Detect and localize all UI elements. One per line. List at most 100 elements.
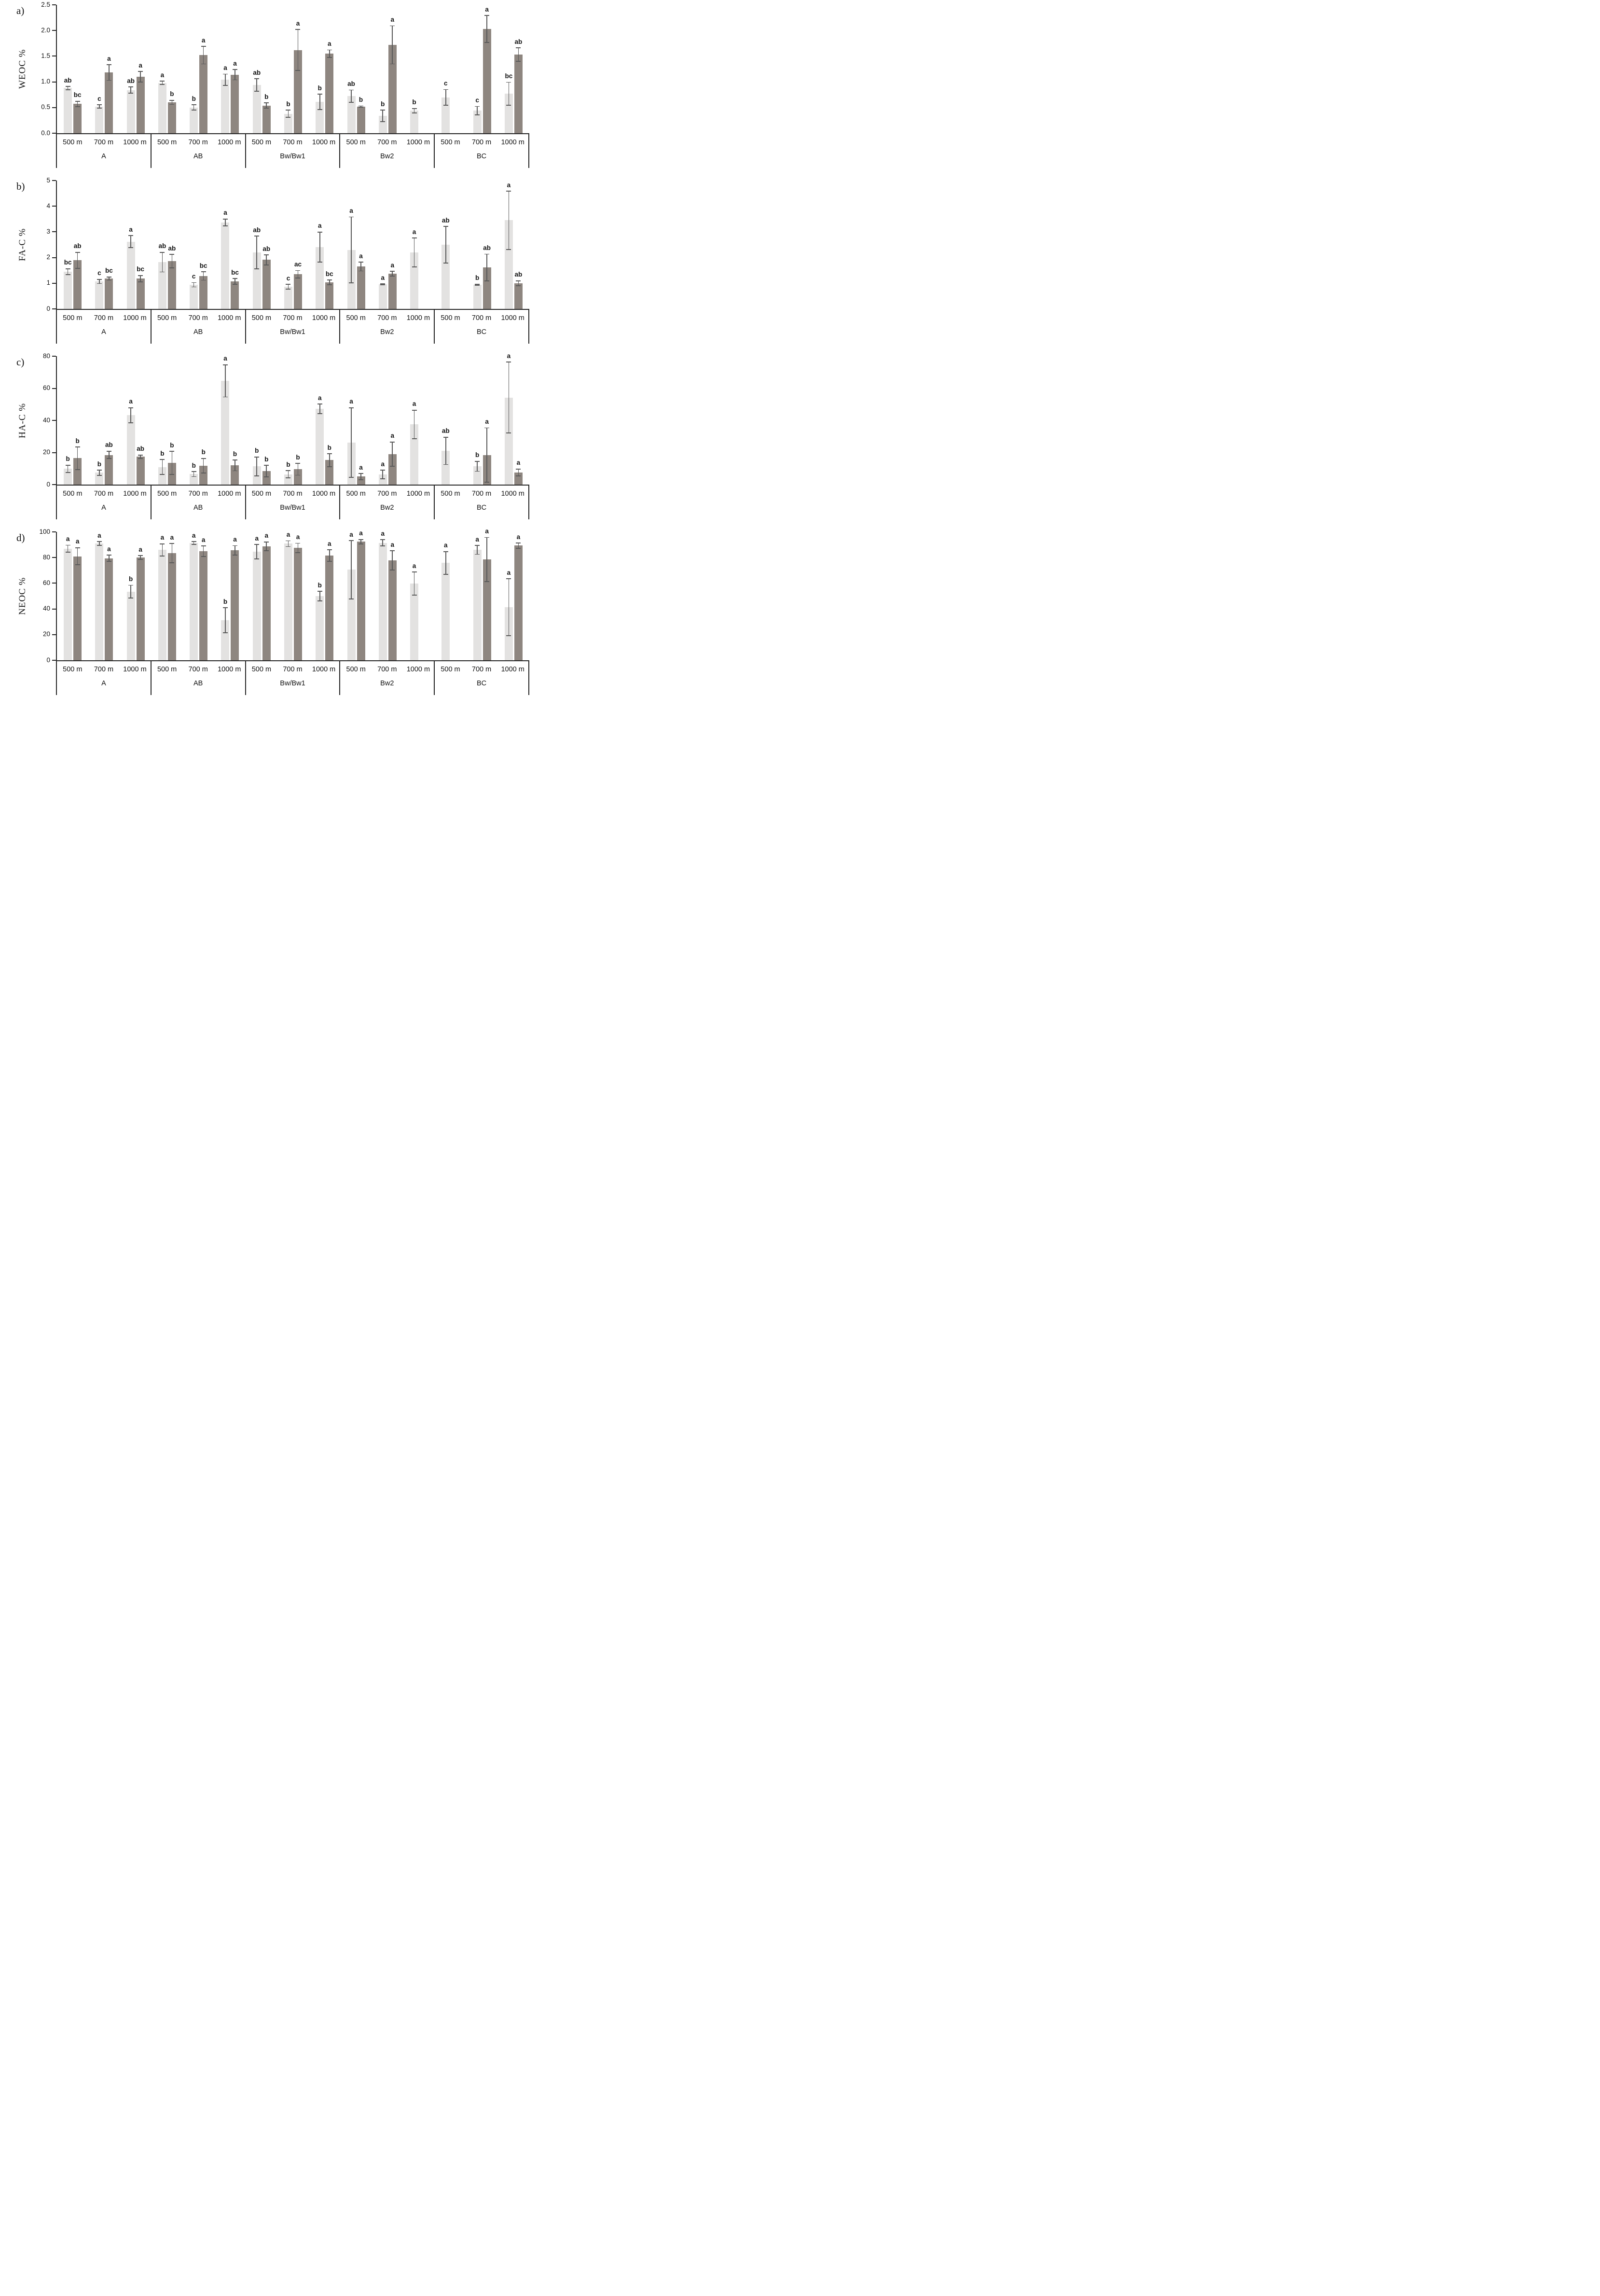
dark-bar [231,281,239,309]
dark-bar-slot: a [262,532,271,660]
horizon-label: AB [193,504,203,512]
light-bar [441,245,450,309]
x-axis-labels: 500 m 700 m 1000 m A 500 m 700 m 1000 m AB 500 m… [56,310,529,344]
altitude-label-row: 500 m 700 m 1000 m [340,310,434,322]
dark-bar [262,546,271,660]
altitude-label: 500 m [157,666,177,673]
significance-letter: ab [253,226,261,234]
error-bar [392,441,393,467]
error-bar [99,541,100,546]
significance-letter: b [192,461,196,469]
horizon-label-column: 500 m 700 m 1000 m A [57,310,152,344]
horizon-label-column: 500 m 700 m 1000 m Bw/Bw1 [246,661,341,695]
altitude-label: 1000 m [123,314,147,322]
horizon-label: BC [477,153,487,160]
significance-letter: ab [158,242,166,250]
error-bar [445,551,446,575]
altitude-bar-pair: ab b [340,5,372,133]
error-bar [130,235,131,248]
altitude-label: 500 m [346,490,366,498]
altitude-label: 700 m [377,139,397,146]
light-bar [221,222,230,309]
dark-bar-slot: a [136,532,145,660]
horizon-label: Bw/Bw1 [280,680,305,687]
dark-bar-slot: b [73,356,82,485]
light-bar [316,247,324,309]
light-bar [126,90,135,133]
dark-bar [293,274,302,309]
light-bar-slot: b [410,5,419,133]
dark-bar [514,545,523,660]
significance-letter: a [475,535,479,543]
dark-bar [167,261,176,309]
altitude-label: 1000 m [123,139,147,146]
error-bar [392,25,393,65]
dark-bar [105,455,113,485]
dark-bar [514,55,523,133]
light-bar [221,620,230,660]
dark-bar [73,556,82,660]
error-bar [234,278,235,285]
light-bar-slot: b [190,5,198,133]
light-bar [473,111,482,133]
error-bar [67,464,69,473]
error-bar [486,15,487,43]
error-bar [477,283,478,286]
light-bar-slot: a [378,530,387,660]
light-bar [284,113,292,133]
light-bar-slot: b [126,532,135,660]
y-axis-title: NEOC % [17,577,28,615]
altitude-bar-pair: c bc [88,181,120,309]
significance-letter: a [349,530,353,538]
horizon-label: A [101,153,106,160]
error-bar [360,262,361,272]
horizon-group: c c a bc ab [435,5,529,133]
panel-a: a) WEOC % 0.0 0.5 1.0 1.5 2.0 2.5 ab bc c a ab a a b… [0,1,533,168]
y-axis-title: FA-C % [17,228,28,262]
dark-bar [357,106,365,133]
dark-bar [199,55,208,133]
horizon-label-column: 500 m 700 m 1000 m Bw/Bw1 [246,134,341,168]
horizon-label: AB [193,153,203,160]
dark-bar-slot: b [357,5,365,133]
altitude-label: 700 m [94,666,114,673]
dark-bar-slot: ab [483,181,491,309]
dark-bar [136,76,145,133]
error-bar [77,100,78,107]
error-bar [445,226,446,264]
y-tick-mark [52,81,56,83]
light-bar [64,88,72,133]
horizon-group: ab b b a b [340,5,435,133]
horizon-label: A [101,328,106,336]
significance-letter: a [327,540,331,547]
light-bar-slot: b [252,356,261,485]
light-bar [378,115,387,133]
significance-letter: b [97,460,102,468]
altitude-label: 500 m [63,314,83,322]
altitude-label: 500 m [251,490,272,498]
significance-letter: a [201,36,206,44]
dark-bar-slot: a [357,181,365,309]
dark-bar-slot: bc [231,181,239,309]
altitude-label: 500 m [441,666,460,673]
altitude-label: 700 m [188,139,208,146]
error-bar [225,364,226,398]
dark-bar [483,29,491,133]
light-bar-slot: a [126,181,135,309]
altitude-label: 500 m [63,139,83,146]
y-tick-mark [52,557,56,558]
dark-bar [483,267,491,309]
error-bar [256,236,258,269]
error-bar [288,540,289,547]
altitude-label: 500 m [346,666,366,673]
y-tick-label: 40 [42,416,50,424]
plot-area: ab bc c a ab a a b b a a a ab b b a b a ab b b a b c c a bc ab [56,5,529,134]
